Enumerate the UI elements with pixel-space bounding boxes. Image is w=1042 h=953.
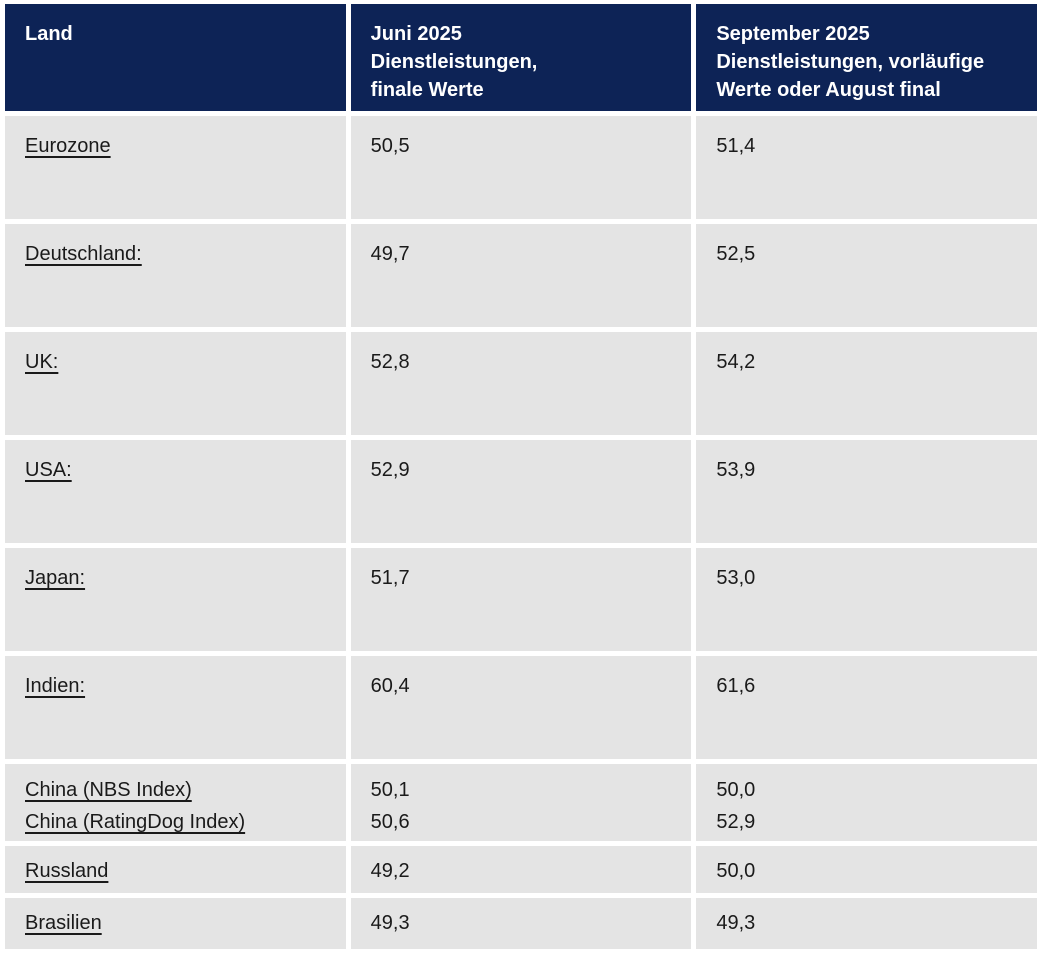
cell-september-value: 54,2 [696, 332, 1037, 435]
september-value: 53,9 [716, 459, 756, 481]
september-value: 54,2 [716, 351, 756, 373]
cell-juni-value: 50,5 [350, 116, 692, 219]
cell-juni-value: 60,4 [350, 656, 692, 759]
juni-value: 50,1 50,6 [370, 779, 410, 833]
september-value: 61,6 [716, 675, 756, 697]
cell-september-value: 53,0 [696, 548, 1037, 651]
cell-land: Indien: [5, 656, 346, 759]
cell-juni-value: 49,7 [350, 224, 692, 327]
juni-value: 49,7 [370, 243, 410, 265]
juni-value: 60,4 [370, 675, 410, 697]
cell-september-value: 53,9 [696, 440, 1037, 543]
september-value: 52,5 [716, 243, 756, 265]
juni-value: 49,3 [370, 912, 410, 934]
cell-juni-value: 51,7 [350, 548, 692, 651]
september-value: 50,0 [716, 860, 756, 882]
header-cell-land: Land [5, 4, 346, 111]
cell-september-value: 49,3 [696, 898, 1037, 949]
cell-land: Japan: [5, 548, 346, 651]
table-row-uk: UK: 52,8 54,2 [5, 332, 1037, 435]
cell-land: Russland [5, 846, 346, 893]
country-link-russland[interactable]: Russland [25, 860, 109, 882]
country-link-japan[interactable]: Japan: [25, 567, 86, 589]
country-link-indien[interactable]: Indien: [25, 675, 86, 697]
header-cell-september-2025: September 2025 Dienstleistungen, vorläuf… [696, 4, 1037, 111]
september-value: 49,3 [716, 912, 756, 934]
country-link-usa[interactable]: USA: [25, 459, 72, 481]
cell-land: China (NBS Index) China (RatingDog Index… [5, 764, 346, 841]
cell-september-value: 61,6 [696, 656, 1037, 759]
table-row-indien: Indien: 60,4 61,6 [5, 656, 1037, 759]
country-link-uk[interactable]: UK: [25, 351, 59, 373]
country-link-eurozone[interactable]: Eurozone [25, 135, 111, 157]
country-link-deutschland[interactable]: Deutschland: [25, 243, 142, 265]
cell-juni-value: 50,1 50,6 [350, 764, 692, 841]
juni-value: 52,8 [370, 351, 410, 373]
table-row-japan: Japan: 51,7 53,0 [5, 548, 1037, 651]
september-value: 51,4 [716, 135, 756, 157]
table-row-china: China (NBS Index) China (RatingDog Index… [5, 764, 1037, 841]
cell-land: Deutschland: [5, 224, 346, 327]
juni-value: 51,7 [370, 567, 410, 589]
cell-juni-value: 49,2 [350, 846, 692, 893]
juni-value: 50,5 [370, 135, 410, 157]
cell-juni-value: 49,3 [350, 898, 692, 949]
table-row-usa: USA: 52,9 53,9 [5, 440, 1037, 543]
cell-juni-value: 52,9 [350, 440, 692, 543]
cell-september-value: 52,5 [696, 224, 1037, 327]
cell-land: UK: [5, 332, 346, 435]
cell-juni-value: 52,8 [350, 332, 692, 435]
juni-value: 49,2 [370, 860, 410, 882]
september-value: 50,0 52,9 [716, 779, 756, 833]
juni-value: 52,9 [370, 459, 410, 481]
table-row-brasilien: Brasilien 49,3 49,3 [5, 898, 1037, 949]
cell-september-value: 50,0 52,9 [696, 764, 1037, 841]
cell-land: USA: [5, 440, 346, 543]
table-row-deutschland: Deutschland: 49,7 52,5 [5, 224, 1037, 327]
september-value: 53,0 [716, 567, 756, 589]
table-row-eurozone: Eurozone 50,5 51,4 [5, 116, 1037, 219]
country-link-china[interactable]: China (NBS Index) China (RatingDog Index… [25, 779, 246, 833]
table-row-russland: Russland 49,2 50,0 [5, 846, 1037, 893]
cell-september-value: 51,4 [696, 116, 1037, 219]
country-link-brasilien[interactable]: Brasilien [25, 912, 102, 934]
header-cell-juni-2025: Juni 2025 Dienstleistungen, finale Werte [350, 4, 692, 111]
cell-september-value: 50,0 [696, 846, 1037, 893]
cell-land: Eurozone [5, 116, 346, 219]
cell-land: Brasilien [5, 898, 346, 949]
table-header-row: Land Juni 2025 Dienstleistungen, finale … [5, 4, 1037, 111]
